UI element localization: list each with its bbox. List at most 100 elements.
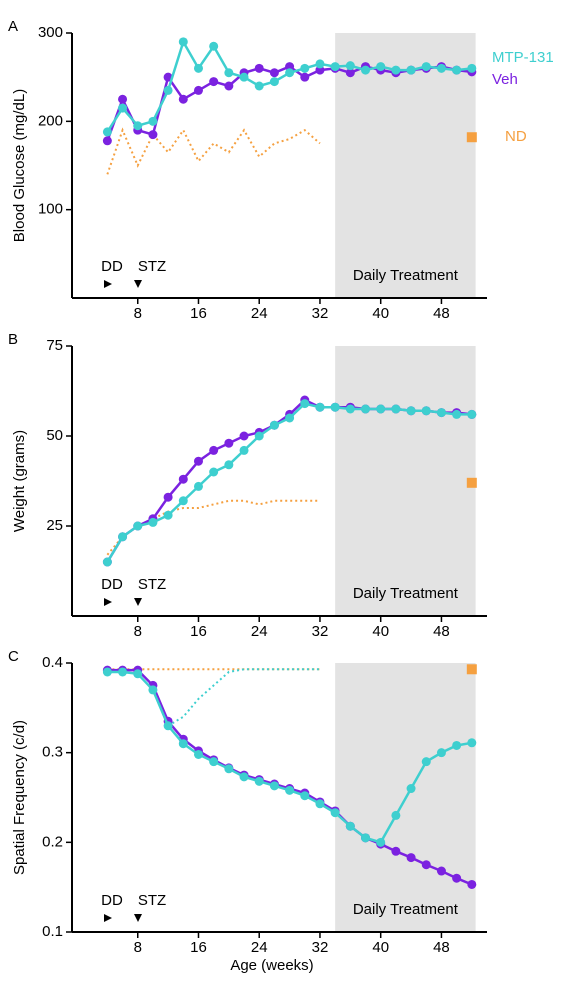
marker — [452, 65, 462, 75]
y-tick-label: 200 — [38, 112, 63, 129]
marker — [421, 62, 431, 72]
x-tick-label: 8 — [134, 939, 142, 956]
y-axis-label: Weight (grams) — [11, 430, 28, 532]
y-tick-label: 50 — [46, 427, 63, 444]
marker — [133, 669, 143, 679]
marker — [406, 853, 416, 863]
marker — [315, 402, 325, 412]
marker — [224, 438, 234, 448]
marker — [467, 63, 477, 73]
x-tick-label: 16 — [190, 305, 207, 322]
marker — [467, 879, 477, 889]
x-tick-label: 16 — [190, 623, 207, 640]
treatment-label: Daily Treatment — [353, 585, 459, 602]
marker — [285, 62, 295, 72]
marker — [452, 740, 462, 750]
marker — [376, 837, 386, 847]
marker — [209, 445, 219, 455]
marker — [254, 81, 264, 91]
marker — [285, 413, 295, 423]
x-tick-label: 24 — [251, 623, 268, 640]
marker — [391, 65, 401, 75]
marker — [376, 404, 386, 414]
y-tick-label: 300 — [38, 24, 63, 41]
marker — [118, 532, 128, 542]
annotation: STZ — [138, 258, 166, 275]
marker — [148, 685, 158, 695]
marker — [436, 63, 446, 73]
marker — [254, 776, 264, 786]
treatment-label: Daily Treatment — [353, 267, 459, 284]
marker — [452, 873, 462, 883]
marker — [209, 77, 219, 87]
marker — [361, 65, 371, 75]
marker — [421, 860, 431, 870]
x-tick-label: 48 — [433, 939, 450, 956]
marker — [300, 72, 310, 82]
panel-label: B — [8, 331, 18, 348]
arrow — [104, 598, 112, 606]
marker — [102, 127, 112, 137]
marker — [102, 557, 112, 567]
x-tick-label: 40 — [372, 305, 389, 322]
marker — [178, 37, 188, 47]
y-tick-label: 0.1 — [42, 923, 63, 940]
x-tick-label: 48 — [433, 623, 450, 640]
marker — [345, 61, 355, 71]
nd-marker — [466, 477, 477, 488]
marker — [421, 757, 431, 767]
marker — [406, 784, 416, 794]
marker — [178, 496, 188, 506]
marker — [361, 404, 371, 414]
marker — [452, 409, 462, 419]
x-tick-label: 24 — [251, 305, 268, 322]
marker — [209, 41, 219, 51]
marker — [209, 757, 219, 767]
arrow — [134, 598, 142, 606]
marker — [118, 103, 128, 113]
marker — [345, 404, 355, 414]
marker — [239, 431, 249, 441]
x-tick-label: 32 — [312, 305, 329, 322]
y-tick-label: 0.3 — [42, 744, 63, 761]
marker — [178, 474, 188, 484]
marker — [391, 404, 401, 414]
x-tick-label: 24 — [251, 939, 268, 956]
marker — [300, 63, 310, 73]
marker — [406, 65, 416, 75]
marker — [330, 402, 340, 412]
marker — [285, 68, 295, 78]
marker — [406, 406, 416, 416]
marker — [269, 781, 279, 791]
treatment-region — [335, 33, 476, 298]
marker — [239, 772, 249, 782]
panel-label: C — [8, 648, 19, 665]
marker — [315, 65, 325, 75]
marker — [148, 130, 158, 140]
marker — [345, 68, 355, 78]
marker — [193, 456, 203, 466]
x-tick-label: 32 — [312, 623, 329, 640]
x-tick-label: 16 — [190, 939, 207, 956]
marker — [118, 94, 128, 104]
x-tick-label: 32 — [312, 939, 329, 956]
marker — [467, 738, 477, 748]
y-tick-label: 0.2 — [42, 833, 63, 850]
marker — [163, 85, 173, 95]
marker — [224, 68, 234, 78]
annotation: DD — [101, 576, 123, 593]
arrow — [134, 914, 142, 922]
nd-marker — [466, 664, 477, 675]
marker — [269, 77, 279, 87]
marker — [193, 749, 203, 759]
marker — [118, 667, 128, 677]
marker — [300, 791, 310, 801]
marker — [178, 94, 188, 104]
y-tick-label: 0.4 — [42, 654, 63, 671]
marker — [300, 399, 310, 409]
marker — [239, 72, 249, 82]
marker — [361, 833, 371, 843]
x-tick-label: 8 — [134, 305, 142, 322]
marker — [254, 63, 264, 73]
marker — [148, 517, 158, 527]
